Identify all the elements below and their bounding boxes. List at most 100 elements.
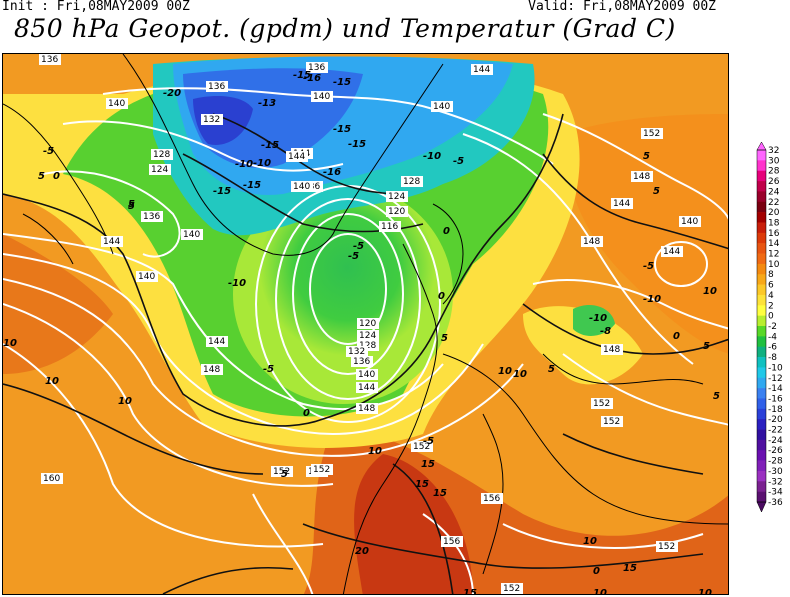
colorbar-tick-label: 0 — [768, 312, 774, 322]
temperature-label: 5 — [548, 364, 555, 375]
geopotential-label: 136 — [41, 55, 58, 65]
geopotential-label-bg — [151, 149, 173, 160]
colorbar-swatch — [757, 429, 766, 441]
colorbar-tick-label: -10 — [768, 363, 783, 373]
temperature-label: 5 — [703, 341, 710, 352]
temperature-label: -5 — [353, 241, 364, 252]
temperature-label: -16 — [303, 73, 321, 84]
geopotential-label-bg — [601, 416, 623, 427]
geopotential-label-bg — [679, 216, 701, 227]
temperature-label: 5 — [128, 199, 135, 210]
hot-region-africa — [354, 454, 473, 594]
colorbar-tick-label: -34 — [768, 488, 783, 498]
colorbar-tick-label: -6 — [768, 343, 777, 353]
geopotential-label-bg — [357, 340, 379, 351]
geopotential-label: 144 — [663, 247, 680, 257]
colorbar-tick-label: -14 — [768, 384, 783, 394]
colorbar-tick-label: 16 — [768, 229, 780, 239]
colorbar-tick-label: 14 — [768, 239, 780, 249]
geopotential-label: 144 — [288, 152, 305, 162]
temperature-label: -10 — [643, 294, 661, 305]
geopotential-label-bg — [441, 536, 463, 547]
geopotential-label: 136 — [308, 63, 325, 73]
colorbar-swatch — [757, 398, 766, 410]
temperature-label: -5 — [43, 146, 54, 157]
temperature-label: -15 — [293, 70, 311, 81]
colorbar-swatch — [757, 212, 766, 223]
colorbar-swatch — [757, 491, 766, 503]
colorbar-swatch — [757, 367, 766, 379]
temperature-label: -5 — [263, 364, 274, 375]
temperature-label: -15 — [348, 139, 366, 150]
temperature-label: 10 — [703, 286, 717, 297]
colorbar-tick-label: 26 — [768, 177, 780, 187]
temperature-label: 10 — [118, 396, 132, 407]
colorbar-swatch — [757, 201, 766, 213]
colorbar-tick-label: 2 — [768, 301, 774, 311]
geopotential-label-bg — [291, 181, 313, 192]
colorbar-swatch — [757, 305, 766, 316]
colorbar-swatch — [757, 481, 766, 492]
geopotential-label: 156 — [483, 494, 500, 504]
geopotential-label-bg — [481, 493, 503, 504]
temperature-label: -15 — [213, 186, 231, 197]
temperature-label: -10 — [228, 278, 246, 289]
geopotential-label: 148 — [633, 172, 650, 182]
colorbar-tick-label: 32 — [768, 146, 779, 156]
geopotential-label-bg — [611, 198, 633, 209]
temperature-label: -15 — [333, 124, 351, 135]
geopotential-label: 152 — [313, 465, 330, 475]
colorbar-swatch — [757, 388, 766, 399]
colorbar-tick-label: -36 — [768, 498, 783, 508]
geopotential-label: 124 — [359, 331, 376, 341]
colorbar-swatch — [757, 243, 766, 254]
geopotential-label-bg — [386, 206, 408, 217]
geopotential-label-bg — [201, 114, 223, 125]
colorbar-swatch — [757, 419, 766, 430]
temperature-colorbar: 32302826242220181614121086420-2-4-6-8-10… — [756, 142, 783, 513]
colorbar-swatch — [757, 160, 766, 172]
geopotential-label: 144 — [103, 237, 120, 247]
colorbar-tick-label: -30 — [768, 467, 783, 477]
geopotential-label: 132 — [348, 347, 365, 357]
geopotential-label: 140 — [358, 370, 375, 380]
geopotential-label-bg — [661, 246, 683, 257]
geopotential-label: 140 — [433, 102, 450, 112]
colorbar-swatch — [757, 222, 766, 234]
colorbar-swatch — [757, 377, 766, 389]
temperature-label: 5 — [128, 201, 135, 212]
temperature-label: 10 — [583, 536, 597, 547]
geopotential-label: 144 — [358, 383, 375, 393]
geopotential-label: 156 — [443, 537, 460, 547]
temperature-label: -20 — [163, 88, 181, 99]
geopotential-label: 152 — [273, 467, 290, 477]
colorbar-tick-label: -18 — [768, 405, 783, 415]
geopotential-label-bg — [136, 271, 158, 282]
geopotential-label-bg — [411, 441, 433, 452]
geopotential-label-bg — [306, 62, 328, 73]
temperature-label: 0 — [593, 566, 600, 577]
geopotential-label: 136 — [353, 357, 370, 367]
colorbar-swatch — [757, 274, 766, 285]
geopotential-label: 132 — [203, 115, 220, 125]
colorbar-swatch — [757, 263, 766, 275]
colorbar-tick-label: -8 — [768, 353, 777, 363]
geopotential-label-bg — [631, 171, 653, 182]
temperature-label: 10 — [45, 376, 59, 387]
valid-time-label: Valid: Fri,08MAY2009 00Z — [528, 0, 716, 14]
geopotential-label: 148 — [203, 365, 220, 375]
temperature-label: 15 — [415, 479, 429, 490]
geopotential-label: 152 — [413, 442, 430, 452]
colorbar-tick-label: -28 — [768, 457, 783, 467]
weather-map: 136 136 140 132 128 124 136 140 144 140 144 136 128 1… — [2, 53, 729, 595]
colorbar-tick-label: 8 — [768, 270, 774, 280]
colorbar-swatch — [757, 294, 766, 306]
geopotential-label-bg — [379, 221, 401, 232]
geopotential-label: 136 — [208, 82, 225, 92]
init-time-label: Init : Fri,08MAY2009 00Z — [2, 0, 190, 14]
colorbar-tick-label: 6 — [768, 281, 774, 291]
geopotential-label: 124 — [151, 165, 168, 175]
colorbar-swatch — [757, 357, 766, 368]
temperature-label: 10 — [698, 588, 712, 595]
geopotential-label: 128 — [403, 177, 420, 187]
